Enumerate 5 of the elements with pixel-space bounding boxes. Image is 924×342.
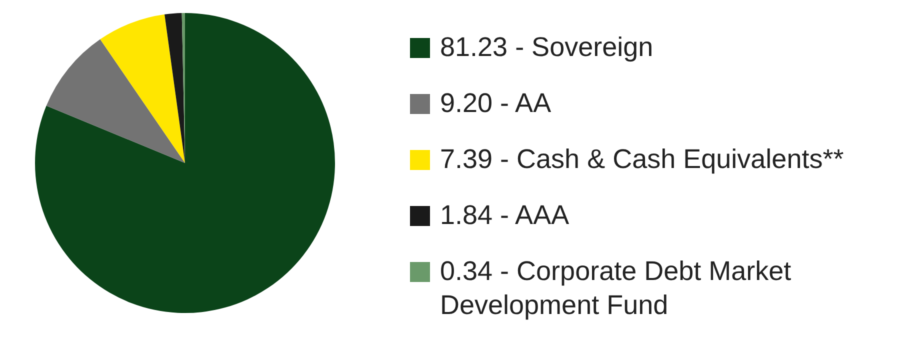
legend-label: 1.84 - AAA (440, 199, 570, 232)
legend-label: 7.39 - Cash & Cash Equivalents** (440, 143, 845, 176)
legend-label: 81.23 - Sovereign (440, 31, 654, 64)
legend-label: 9.20 - AA (440, 87, 552, 120)
legend-label: 0.34 - Corporate Debt Market Development Fund (440, 255, 792, 322)
